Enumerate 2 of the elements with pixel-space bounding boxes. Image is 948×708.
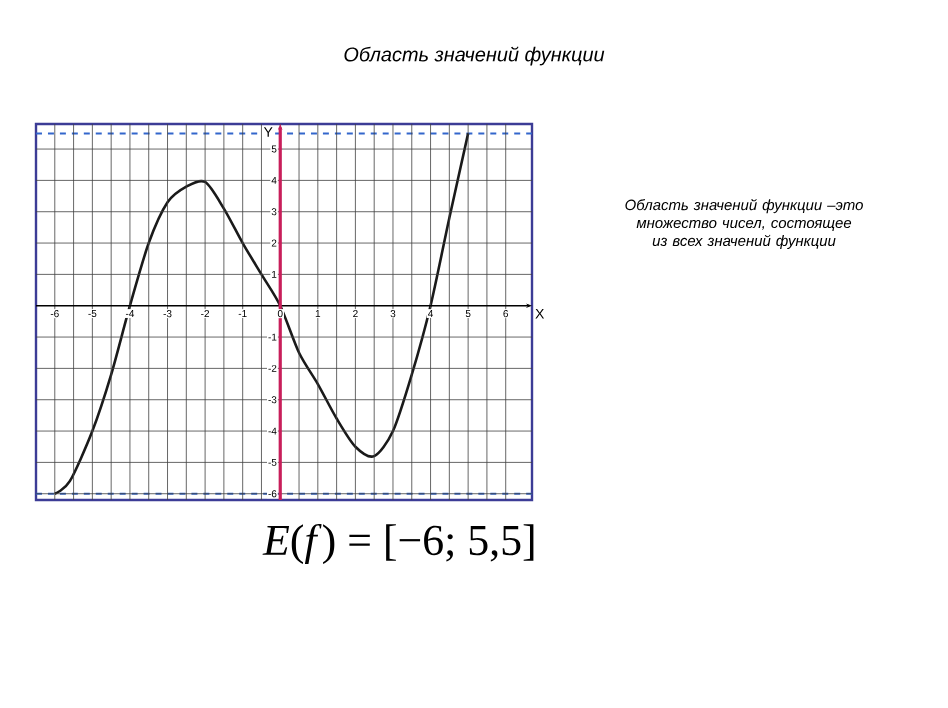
- chart-title: Область значений функции: [344, 46, 605, 66]
- text: E(f) = [−6; 5,5]: [262, 523, 534, 565]
